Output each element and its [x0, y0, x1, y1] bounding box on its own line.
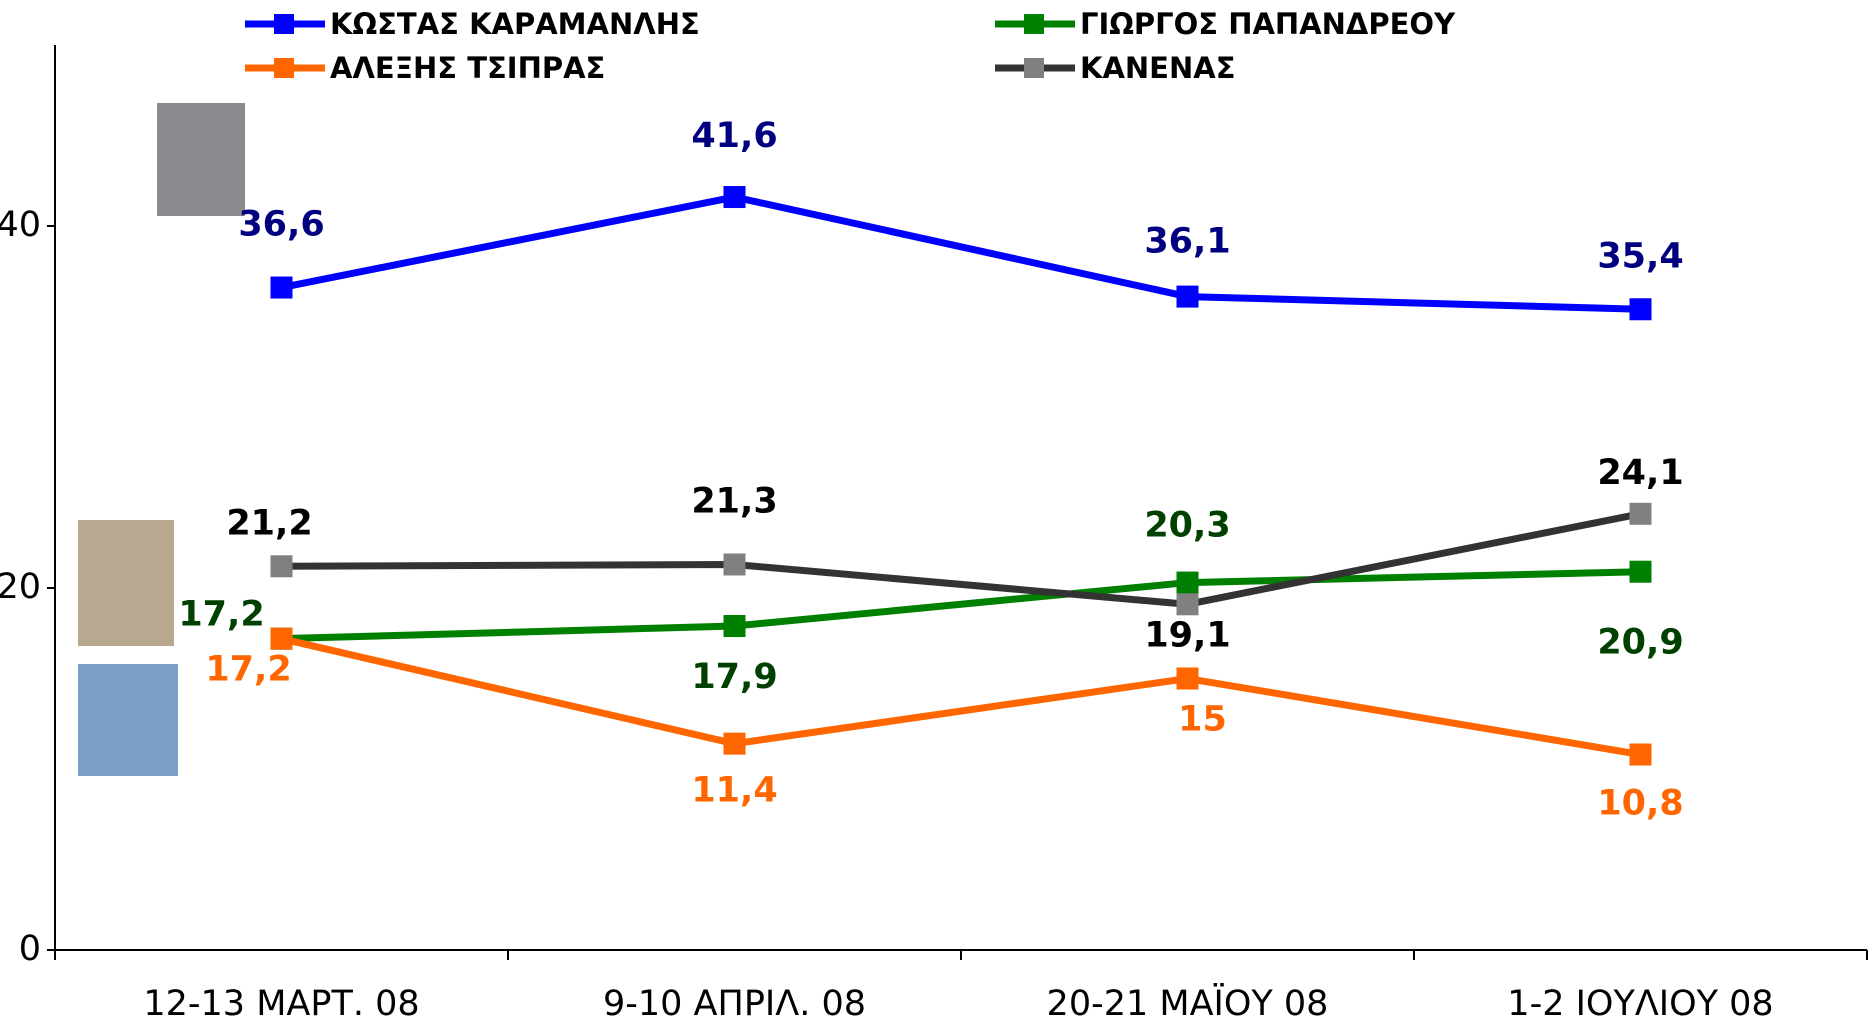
marker — [724, 553, 746, 575]
series-line — [282, 197, 1641, 309]
x-tick-label: 9-10 ΑΠΡΙΛ. 08 — [603, 984, 866, 1023]
legend-label: ΑΛΕΞΗΣ ΤΣΙΠΡΑΣ — [330, 51, 605, 85]
data-label: 21,3 — [691, 481, 777, 521]
data-label: 19,1 — [1144, 615, 1230, 655]
legend-marker — [1024, 14, 1044, 34]
data-label: 24,1 — [1597, 453, 1683, 493]
marker — [724, 186, 746, 208]
legend-marker — [1024, 58, 1044, 78]
data-label: 17,2 — [178, 595, 264, 635]
marker — [271, 277, 293, 299]
marker — [724, 615, 746, 637]
data-label: 17,2 — [205, 650, 291, 690]
marker — [1630, 744, 1652, 766]
photo — [78, 520, 174, 646]
data-label: 21,2 — [226, 503, 312, 543]
legend-marker — [274, 14, 294, 34]
marker — [1177, 593, 1199, 615]
marker — [1630, 298, 1652, 320]
chart: 0 20 40 12-13 ΜΑΡΤ. 08 9-10 ΑΠΡΙΛ. 08 20-21 Μ… — [0, 0, 1873, 1023]
series-line — [282, 639, 1641, 755]
data-label: 36,6 — [238, 205, 324, 245]
marker — [271, 628, 293, 650]
data-label: 17,9 — [691, 657, 777, 697]
page: 0 20 40 12-13 ΜΑΡΤ. 08 9-10 ΑΠΡΙΛ. 08 20-21 Μ… — [0, 0, 1873, 1023]
legend-label: ΓΙΩΡΓΟΣ ΠΑΠΑΝΔΡΕΟΥ — [1080, 7, 1456, 41]
data-label: 36,1 — [1144, 222, 1230, 262]
data-label: 15 — [1178, 700, 1227, 740]
x-tick-label: 20-21 ΜΑΪΟΥ 08 — [1047, 982, 1329, 1023]
marker — [724, 733, 746, 755]
series-line — [282, 514, 1641, 605]
data-label: 11,4 — [691, 771, 777, 811]
data-label: 20,3 — [1144, 506, 1230, 546]
legend-marker — [274, 58, 294, 78]
marker — [1630, 561, 1652, 583]
data-label: 35,4 — [1597, 236, 1683, 276]
legend-label: ΚΑΝΕΝΑΣ — [1080, 51, 1236, 85]
marker — [1177, 286, 1199, 308]
marker — [1177, 572, 1199, 594]
data-label: 20,9 — [1597, 623, 1683, 663]
x-tick-label: 12-13 ΜΑΡΤ. 08 — [143, 984, 419, 1023]
data-label: 10,8 — [1597, 784, 1683, 824]
marker — [1177, 668, 1199, 690]
x-tick-label: 1-2 ΙΟΥΛΙΟΥ 08 — [1507, 984, 1773, 1023]
legend-label: ΚΩΣΤΑΣ ΚΑΡΑΜΑΝΛΗΣ — [330, 7, 700, 41]
y-tick-label: 20 — [0, 567, 41, 607]
y-tick-label: 40 — [0, 205, 41, 245]
photo — [78, 664, 178, 776]
marker — [271, 555, 293, 577]
marker — [1630, 503, 1652, 525]
y-tick-label: 0 — [19, 929, 41, 969]
photo — [157, 103, 245, 216]
data-label: 41,6 — [691, 116, 777, 156]
